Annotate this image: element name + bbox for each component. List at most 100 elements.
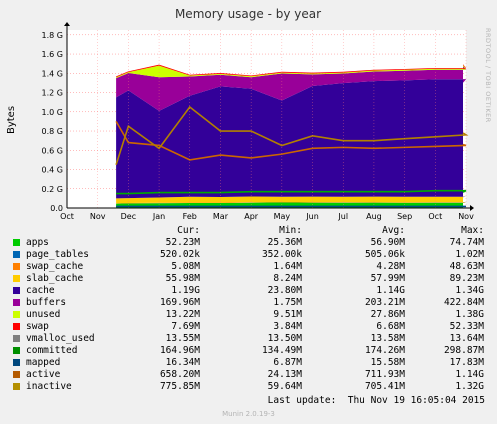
legend-value-avg: 203.21M — [364, 297, 405, 308]
legend-value-min: 24.13M — [267, 369, 302, 380]
y-tick-label: 1.6 G — [42, 50, 63, 59]
legend-value-cur: 775.85M — [159, 381, 200, 392]
x-tick-label: Nov — [458, 212, 474, 221]
legend-value-avg: 711.93M — [364, 369, 405, 380]
y-tick-label: 1.4 G — [42, 69, 63, 78]
legend-swatch — [13, 347, 20, 354]
legend-value-min: 25.36M — [267, 237, 302, 248]
legend-value-max: 17.83M — [449, 357, 484, 368]
legend-row: committed 164.96M 134.49M 174.26M 298.87M — [0, 345, 497, 357]
line-inactive — [115, 105, 469, 165]
legend-value-avg: 56.90M — [370, 237, 405, 248]
legend-row: active 658.20M 24.13M 711.93M 1.14G — [0, 369, 497, 381]
y-tick-label: 0.2 G — [42, 185, 63, 194]
area-buffers — [116, 66, 466, 111]
legend-row: apps 52.23M 25.36M 56.90M 74.74M — [0, 237, 497, 249]
x-tick-label: Oct — [428, 212, 442, 221]
x-tick-label: Dec — [121, 212, 136, 221]
legend-series-name: slab_cache — [26, 273, 84, 284]
legend-series-name: swap — [26, 321, 49, 332]
legend-value-cur: 5.08M — [171, 261, 200, 272]
legend-swatch — [13, 275, 20, 282]
legend-swatch — [13, 287, 20, 294]
legend-series-name: inactive — [26, 381, 72, 392]
legend-swatch — [13, 323, 20, 330]
y-tick-label: 0.6 G — [42, 146, 63, 155]
x-tick-label: Jan — [152, 212, 165, 221]
legend-value-min: 23.80M — [267, 285, 302, 296]
legend-value-min: 59.64M — [267, 381, 302, 392]
legend-value-cur: 520.02k — [159, 249, 200, 260]
x-tick-label: Sep — [397, 212, 412, 221]
legend-value-avg: 57.99M — [370, 273, 405, 284]
legend-row: swap 7.69M 3.84M 6.68M 52.33M — [0, 321, 497, 333]
x-tick-label: Feb — [183, 212, 197, 221]
area-unused — [116, 64, 466, 79]
legend-swatch — [13, 383, 20, 390]
legend-row: mapped 16.34M 6.87M 15.58M 17.83M — [0, 357, 497, 369]
legend-value-min: 3.84M — [273, 321, 302, 332]
legend-value-max: 74.74M — [449, 237, 484, 248]
legend-value-avg: 27.86M — [370, 309, 405, 320]
legend-row: vmalloc_used 13.55M 13.50M 13.58M 13.64M — [0, 333, 497, 345]
x-tick-label: Mar — [213, 212, 229, 221]
legend-value-max: 298.87M — [443, 345, 484, 356]
legend-value-min: 134.49M — [261, 345, 302, 356]
legend-series-name: cache — [26, 285, 55, 296]
legend-row: inactive 775.85M 59.64M 705.41M 1.32G — [0, 381, 497, 393]
legend-value-max: 13.64M — [449, 333, 484, 344]
legend-value-avg: 174.26M — [364, 345, 405, 356]
legend-value-cur: 7.69M — [171, 321, 200, 332]
rrdtool-watermark: RRDTOOL / TOBI OETIKER — [484, 28, 492, 123]
legend-series-name: committed — [26, 345, 78, 356]
legend-value-max: 1.14G — [455, 369, 484, 380]
legend-value-min: 9.51M — [273, 309, 302, 320]
legend-series-name: unused — [26, 309, 61, 320]
legend-value-cur: 13.55M — [165, 333, 200, 344]
legend-swatch — [13, 251, 20, 258]
legend-value-avg: 6.68M — [376, 321, 405, 332]
x-axis-arrow — [470, 205, 474, 211]
legend-value-cur: 52.23M — [165, 237, 200, 248]
y-tick-label: 0.0 — [50, 204, 63, 213]
x-tick-label: Jul — [337, 212, 348, 221]
legend-value-min: 352.00k — [261, 249, 302, 260]
legend-swatch — [13, 371, 20, 378]
legend-value-min: 1.64M — [273, 261, 302, 272]
legend-swatch — [13, 311, 20, 318]
legend-header-min: Min: — [279, 225, 302, 236]
y-tick-label: 0.8 G — [42, 127, 63, 136]
x-tick-label: Oct — [60, 212, 74, 221]
legend-swatch — [13, 239, 20, 246]
legend-swatch — [13, 359, 20, 366]
chart: Memory usage - by year Bytes RRDTOOL / TOB… — [6, 7, 492, 221]
legend-header-avg: Avg: — [382, 225, 405, 236]
legend-value-min: 8.24M — [273, 273, 302, 284]
line-committed — [116, 189, 467, 195]
x-tick-label: Nov — [90, 212, 106, 221]
legend-row: slab_cache 55.98M 8.24M 57.99M 89.23M — [0, 273, 497, 285]
y-tick-label: 1.0 G — [42, 108, 63, 117]
legend-series-name: vmalloc_used — [26, 333, 95, 344]
y-tick-label: 1.2 G — [42, 89, 63, 98]
legend-value-max: 89.23M — [449, 273, 484, 284]
legend-row: cache 1.19G 23.80M 1.14G 1.34G — [0, 285, 497, 297]
legend-value-max: 52.33M — [449, 321, 484, 332]
legend-value-min: 6.87M — [273, 357, 302, 368]
legend-value-max: 48.63M — [449, 261, 484, 272]
legend-value-avg: 505.06k — [364, 249, 405, 260]
legend-value-cur: 164.96M — [159, 345, 200, 356]
legend-row: buffers 169.96M 1.75M 203.21M 422.84M — [0, 297, 497, 309]
legend-header-cur: Cur: — [177, 225, 200, 236]
last-update: Last update: Thu Nov 19 16:05:04 2015 — [267, 395, 485, 406]
legend-row: unused 13.22M 9.51M 27.86M 1.38G — [0, 309, 497, 321]
chart-title: Memory usage - by year — [175, 7, 321, 21]
legend-swatch — [13, 335, 20, 342]
legend-value-avg: 15.58M — [370, 357, 405, 368]
x-tick-label: May — [274, 212, 291, 221]
line-active — [115, 121, 467, 161]
legend-value-max: 1.02M — [455, 249, 484, 260]
legend-series-name: buffers — [26, 297, 67, 308]
area-cache — [116, 79, 466, 199]
legend-header: Cur: Min: Avg: Max: — [0, 225, 497, 237]
